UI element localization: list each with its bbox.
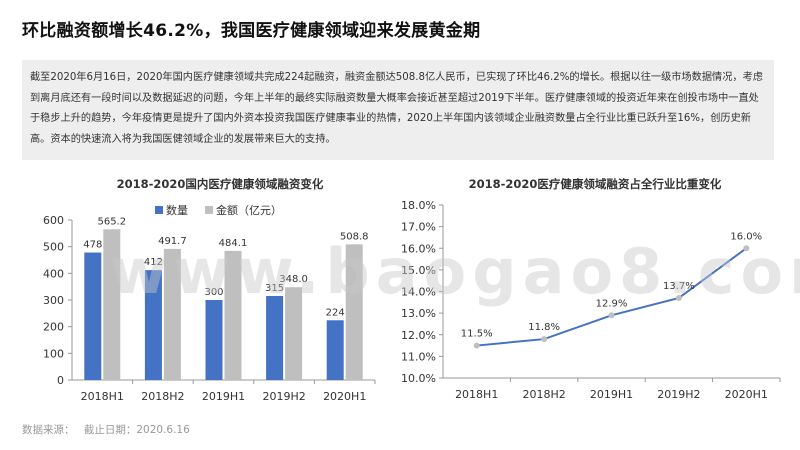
bar-count — [144, 270, 162, 380]
bar-count — [205, 300, 223, 380]
bar-value-label: 300 — [204, 287, 223, 298]
bar-value-label: 491.7 — [158, 236, 187, 247]
bar-amount — [103, 229, 121, 380]
bar-value-label: 508.8 — [340, 231, 369, 242]
bar-amount — [345, 244, 363, 380]
bar-count — [84, 252, 102, 380]
y-tick-label: 200 — [43, 321, 64, 334]
bar-amount — [224, 250, 242, 380]
bar-value-label: 348.0 — [279, 274, 308, 285]
source-date: 截止日期：2020.6.16 — [83, 424, 190, 436]
share-chart-title: 2018-2020医疗健康领域融资占全行业比重变化 — [468, 177, 722, 191]
data-point — [608, 312, 615, 319]
bar-value-label: 565.2 — [97, 216, 126, 227]
y-tick-label: 400 — [43, 267, 64, 280]
bar-count — [266, 296, 284, 380]
y-tick-label: 17.0% — [401, 221, 436, 234]
y-tick-label: 16.0% — [401, 242, 436, 255]
funding-bar-chart: 0 100 200 300 400 500 600 2018H1 478 565.2 2018H2 4… — [43, 203, 376, 403]
bar-value-label: 484.1 — [219, 238, 248, 249]
legend-label: 数量 — [166, 204, 188, 217]
y-tick-label: 300 — [43, 294, 64, 307]
bar-count — [326, 320, 344, 380]
y-tick-label: 14.0% — [401, 286, 436, 299]
share-line-chart: 10.0% 11.0% 12.0% 13.0% 14.0% 15.0% 16.0% 17.0%… — [401, 199, 781, 401]
summary-text: 截至2020年6月16日，2020年国内医疗健康领域共完成224起融资，融资金额… — [30, 72, 763, 145]
x-tick-label: 2018H2 — [141, 390, 184, 403]
x-tick-label: 2018H1 — [455, 388, 498, 401]
bar-value-label: 315 — [265, 283, 284, 294]
bar-value-label: 224 — [326, 307, 345, 318]
x-tick-label: 2019H2 — [262, 390, 305, 403]
data-point — [541, 336, 548, 343]
funding-chart-title: 2018-2020国内医疗健康领域融资变化 — [116, 177, 324, 191]
legend-swatch — [155, 206, 163, 214]
point-value-label: 12.9% — [596, 298, 628, 309]
x-tick-label: 2018H1 — [81, 390, 124, 403]
bar-amount — [163, 248, 181, 380]
y-tick-label: 0 — [57, 374, 64, 387]
y-tick-label: 13.0% — [401, 307, 436, 320]
bar-amount — [285, 287, 303, 380]
point-value-label: 11.8% — [528, 322, 560, 333]
data-point — [675, 294, 682, 301]
point-value-label: 11.5% — [461, 329, 493, 340]
x-tick-label: 2019H1 — [202, 390, 245, 403]
point-value-label: 13.7% — [663, 281, 695, 292]
y-tick-label: 11.0% — [401, 350, 436, 363]
bar-value-label: 478 — [83, 240, 102, 251]
page-title: 环比融资额增长46.2%，我国医疗健康领域迎来发展黄金期 — [22, 21, 481, 41]
legend-swatch — [205, 206, 213, 214]
source-note: 数据来源： 截止日期：2020.6.16 — [22, 422, 196, 437]
x-tick-label: 2018H2 — [522, 388, 565, 401]
point-value-label: 16.0% — [730, 231, 762, 242]
y-tick-label: 600 — [43, 214, 64, 227]
x-tick-label: 2019H1 — [590, 388, 633, 401]
source-label: 数据来源： — [22, 424, 75, 436]
y-tick-label: 12.0% — [401, 329, 436, 342]
x-tick-label: 2019H2 — [657, 388, 700, 401]
data-point — [743, 245, 750, 252]
x-tick-label: 2020H1 — [725, 388, 768, 401]
bar-value-label: 412 — [144, 257, 163, 268]
y-tick-label: 100 — [43, 347, 64, 360]
legend-label: 金额（亿元） — [216, 203, 282, 217]
series-line-share — [476, 247, 747, 347]
y-tick-label: 15.0% — [401, 264, 436, 277]
y-tick-label: 18.0% — [401, 199, 436, 212]
y-tick-label: 500 — [43, 241, 64, 254]
summary-box: 截至2020年6月16日，2020年国内医疗健康领域共完成224起融资，融资金额… — [22, 60, 774, 160]
x-tick-label: 2020H1 — [323, 390, 366, 403]
y-tick-label: 10.0% — [401, 372, 436, 385]
data-point — [473, 342, 480, 349]
